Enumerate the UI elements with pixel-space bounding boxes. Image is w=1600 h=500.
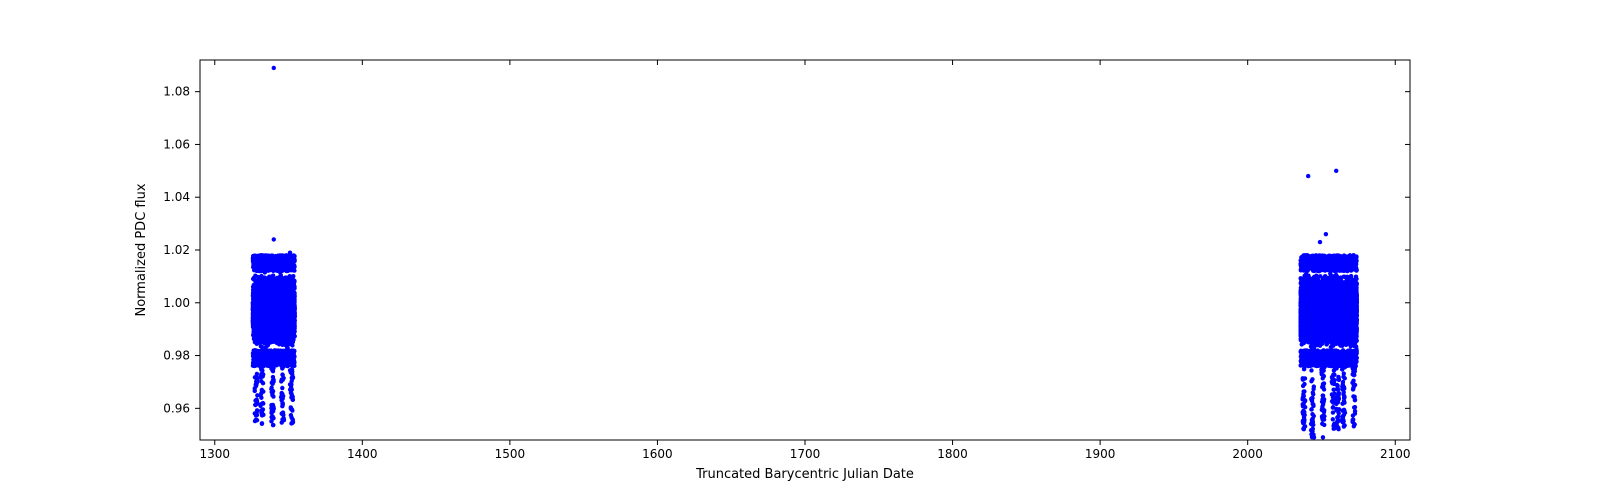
x-tick-label: 1500 (495, 447, 526, 461)
y-tick-label: 1.00 (163, 296, 190, 310)
x-tick-label: 1300 (199, 447, 230, 461)
chart-background (0, 0, 1600, 500)
x-tick-label: 1600 (642, 447, 673, 461)
x-tick-label: 1700 (790, 447, 821, 461)
y-tick-label: 0.98 (163, 349, 190, 363)
y-tick-label: 1.02 (163, 243, 190, 257)
x-axis-label: Truncated Barycentric Julian Date (695, 467, 914, 482)
x-tick-label: 1800 (937, 447, 968, 461)
y-tick-label: 0.96 (163, 401, 190, 415)
x-tick-label: 2100 (1380, 447, 1411, 461)
chart-svg: 1300 1400 1500 1600 1700 1800 1900 2000 2100 0.96… (0, 0, 1600, 500)
y-tick-label: 1.06 (163, 137, 190, 151)
x-tick-label: 1400 (347, 447, 378, 461)
x-tick-label: 2000 (1232, 447, 1263, 461)
y-tick-label: 1.08 (163, 85, 190, 99)
y-axis-label: Normalized PDC flux (134, 183, 149, 316)
lightcurve-scatter-chart: 1300 1400 1500 1600 1700 1800 1900 2000 2100 0.96… (0, 0, 1600, 500)
x-tick-label: 1900 (1085, 447, 1116, 461)
y-tick-label: 1.04 (163, 190, 190, 204)
